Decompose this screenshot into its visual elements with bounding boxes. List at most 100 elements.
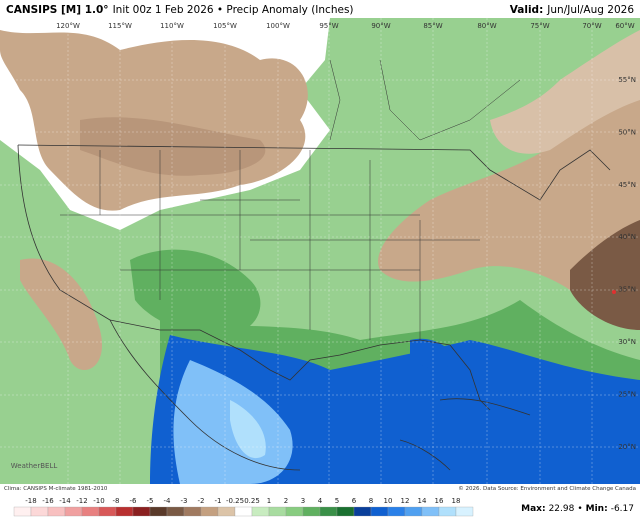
colorbar-label: 4 <box>318 497 323 505</box>
colorbar-label: 18 <box>452 497 461 505</box>
meridians <box>67 18 593 484</box>
colorbar-label: 5 <box>335 497 339 505</box>
colorbar-label: -12 <box>76 497 87 505</box>
colorbar-label: 12 <box>401 497 410 505</box>
coastline <box>17 144 111 321</box>
colorbar-label: -3 <box>181 497 188 505</box>
colorbar-cell <box>149 506 168 517</box>
colorbar-label: 2 <box>284 497 288 505</box>
colorbar-cell <box>404 506 423 517</box>
coastline <box>109 319 301 471</box>
stat-label: Max: <box>521 504 545 514</box>
init: Init 00z 1 Feb 2026 • Precip Anomaly (In… <box>113 4 354 16</box>
stats: Max: 22.98 • Min: -6.17 <box>521 504 634 514</box>
colorbar-cell <box>166 506 185 517</box>
dry-area <box>490 30 640 154</box>
longitude-label: 90°W <box>371 22 390 30</box>
latitude-label: 25°N <box>618 390 636 398</box>
longitude-label: 95°W <box>319 22 338 30</box>
colorbar-label: 6 <box>352 497 357 505</box>
colorbar-cell <box>455 506 474 517</box>
map: 120°W 115°W 110°W 105°W 100°W 95°W 90°W 85°W 80°… <box>0 18 640 484</box>
province-lines <box>329 59 521 141</box>
colorbar-label: 1 <box>267 497 271 505</box>
longitude-label: 85°W <box>423 22 442 30</box>
colorbar-label: 0.25 <box>244 497 260 505</box>
min-marker <box>612 290 616 294</box>
latitude-label: 45°N <box>618 181 636 189</box>
wet-area <box>130 249 261 336</box>
credits-right: © 2026. Data Source: Environment and Cli… <box>458 485 636 492</box>
colorbar-cell <box>217 506 236 517</box>
model: CANSIPS [M] 1.0° <box>6 4 109 16</box>
latitude-label: 30°N <box>618 338 636 346</box>
colorbar-label: -18 <box>25 497 36 505</box>
colorbar-cell <box>268 506 287 517</box>
colorbar-cell <box>285 506 304 517</box>
colorbar-label: -14 <box>59 497 71 505</box>
colorbar-cell <box>387 506 406 517</box>
latitude-label: 20°N <box>618 443 636 451</box>
dry-area <box>378 80 640 320</box>
colorbar-cell <box>438 506 457 517</box>
colorbar-label: 3 <box>301 497 305 505</box>
longitude-label: 80°W <box>477 22 496 30</box>
colorbar-cell <box>302 506 321 517</box>
longitude-label: 70°W <box>582 22 601 30</box>
colorbar-cell <box>421 506 440 517</box>
colorbar-cell <box>183 506 202 517</box>
state-lines <box>60 150 480 340</box>
credits-left: Clima: CANSIPS M-climate 1981-2010 <box>4 486 108 492</box>
dry-core <box>570 220 640 330</box>
graticule <box>0 18 640 484</box>
colorbar-cell <box>336 506 355 517</box>
colorbar-label: -5 <box>147 497 154 505</box>
colorbar-cell <box>64 506 83 517</box>
latitude-label: 40°N <box>618 233 636 241</box>
colorbar-label: -10 <box>93 497 104 505</box>
coastline <box>109 319 491 411</box>
colorbar-label: -4 <box>164 497 172 505</box>
colorbar-label: -0.25 <box>226 497 244 505</box>
colorbar-cell <box>13 506 32 517</box>
valid-label: Valid: <box>510 4 544 16</box>
longitude-label: 100°W <box>266 22 290 30</box>
parallels <box>0 79 640 448</box>
stat-value: 22.98 <box>549 504 575 514</box>
colorbar-label: -16 <box>42 497 54 505</box>
credits-band <box>0 484 640 492</box>
stat-value: -6.17 <box>611 504 634 514</box>
latitude-label: 35°N <box>618 286 636 294</box>
longitude-label: 115°W <box>108 22 132 30</box>
colorbar-label: -6 <box>130 497 138 505</box>
colorbar-cell <box>132 506 151 517</box>
colorbar-label: -1 <box>215 497 222 505</box>
colorbar-cell <box>47 506 66 517</box>
longitude-label: 120°W <box>56 22 80 30</box>
very-wet-area <box>410 338 455 370</box>
colorbar-label: 8 <box>369 497 373 505</box>
colorbar-cell <box>370 506 389 517</box>
colorbar-cell <box>200 506 219 517</box>
latitude-label: 55°N <box>618 76 636 84</box>
longitude-label: 110°W <box>160 22 184 30</box>
colorbar: -18 -16 -14 -12 -10 -8 -6 -5 -4 -3 -2 -1 -0.25 0.25 1 2… <box>13 497 474 517</box>
longitude-label: 75°W <box>530 22 549 30</box>
colorbar-cell <box>319 506 338 517</box>
colorbar-label: -8 <box>113 497 120 505</box>
separator: • <box>577 504 582 514</box>
colorbar-cell <box>115 506 134 517</box>
latitude-labels: 55°N 50°N 45°N 40°N 35°N 30°N 25°N 20°N <box>618 76 636 451</box>
colorbar-label: 16 <box>435 497 444 505</box>
colorbar-label: 10 <box>384 497 393 505</box>
colorbar-label: 14 <box>418 497 427 505</box>
watermark: WeatherBELL <box>11 462 58 470</box>
valid: Jun/Jul/Aug 2026 <box>546 4 634 16</box>
latitude-label: 50°N <box>618 128 636 136</box>
colorbar-cell <box>98 506 117 517</box>
longitude-label: 60°W <box>615 22 634 30</box>
colorbar-cell <box>251 506 270 517</box>
header: CANSIPS [M] 1.0° Init 00z 1 Feb 2026 • Pr… <box>6 4 634 16</box>
colorbar-cell <box>30 506 49 517</box>
